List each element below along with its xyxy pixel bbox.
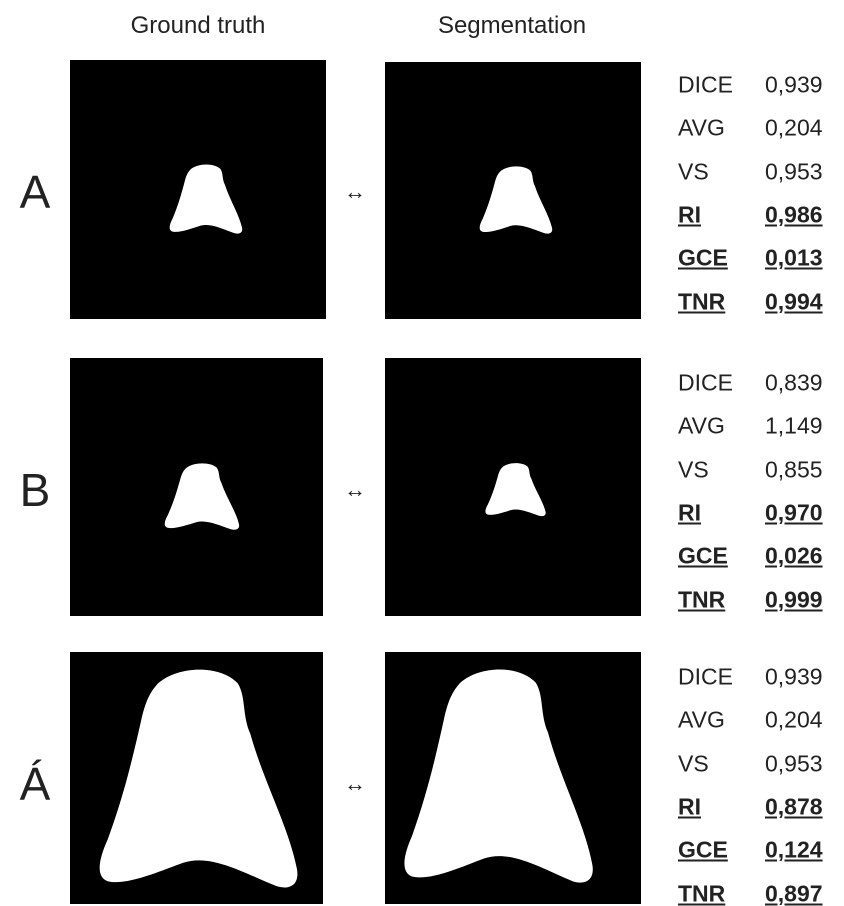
metric-name: RI: [678, 795, 701, 818]
metric-value: 1,149: [765, 415, 823, 438]
figure: Ground truth Segmentation (() => { const…: [0, 0, 844, 904]
metric-name: DICE: [678, 372, 733, 395]
row-label: B: [20, 467, 51, 513]
metric-value: 0,939: [765, 74, 823, 97]
metric-value: 0,026: [765, 545, 823, 568]
metric-name: DICE: [678, 74, 733, 97]
metric-value: 0,013: [765, 247, 823, 270]
metric-value: 0,204: [765, 709, 823, 732]
metric-name: VS: [678, 458, 709, 481]
metric-value: 0,994: [765, 290, 823, 313]
metric-value: 0,953: [765, 752, 823, 775]
metric-name: VS: [678, 160, 709, 183]
arrow: ↔: [344, 479, 366, 501]
metric-name: TNR: [678, 588, 725, 611]
metric-name: VS: [678, 752, 709, 775]
metric-value: 0,124: [765, 839, 823, 862]
metric-value: 0,897: [765, 882, 823, 905]
metric-value: 0,999: [765, 588, 823, 611]
metric-name: RI: [678, 203, 701, 226]
metric-name: AVG: [678, 709, 725, 732]
metric-name: GCE: [678, 545, 728, 568]
metric-name: TNR: [678, 882, 725, 905]
metric-name: TNR: [678, 290, 725, 313]
metric-name: RI: [678, 501, 701, 524]
metric-value: 0,204: [765, 117, 823, 140]
metric-value: 0,839: [765, 372, 823, 395]
metric-value: 0,855: [765, 458, 823, 481]
metric-name: GCE: [678, 839, 728, 862]
row-label: Á: [20, 761, 51, 807]
metric-name: DICE: [678, 666, 733, 689]
row-label: A: [20, 169, 51, 215]
arrow: ↔: [344, 773, 366, 795]
metric-name: AVG: [678, 117, 725, 140]
metric-value: 0,939: [765, 666, 823, 689]
column-header: Ground truth: [131, 14, 266, 38]
metric-name: GCE: [678, 247, 728, 270]
metric-value: 0,970: [765, 501, 823, 524]
arrow: ↔: [344, 181, 366, 203]
metric-value: 0,878: [765, 795, 823, 818]
metric-name: AVG: [678, 415, 725, 438]
metric-value: 0,953: [765, 160, 823, 183]
metric-value: 0,986: [765, 203, 823, 226]
column-header: Segmentation: [438, 14, 586, 38]
